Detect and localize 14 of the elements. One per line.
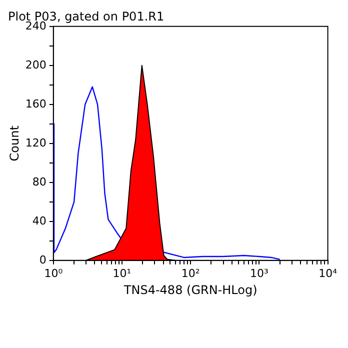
x-tick-label: 10⁰ [44, 266, 64, 280]
y-tick-label: 120 [25, 136, 46, 150]
x-tick-label: 10² [181, 266, 200, 280]
x-tick-label: 10¹ [112, 266, 132, 280]
y-tick-label: 200 [25, 58, 46, 72]
y-axis-title: Count [7, 125, 22, 162]
x-axis-title: TNS4-488 (GRN-HLog) [122, 282, 258, 297]
x-tick-label: 10³ [250, 266, 268, 280]
y-tick-label: 240 [25, 19, 46, 32]
y-tick-label: 80 [32, 175, 46, 188]
y-tick-label: 0 [39, 253, 46, 266]
y-tick-label: 160 [25, 97, 46, 110]
x-tick-label: 10⁴ [318, 266, 338, 280]
y-tick-label: 40 [32, 214, 46, 228]
